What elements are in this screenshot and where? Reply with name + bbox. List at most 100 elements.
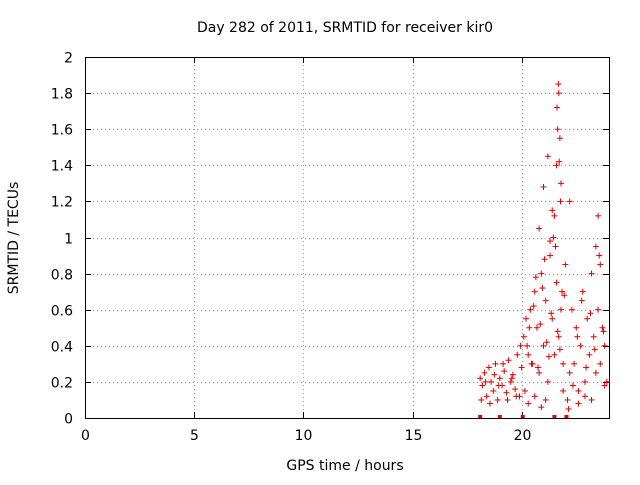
data-point bbox=[597, 261, 604, 268]
data-point bbox=[543, 339, 550, 346]
chart-title: Day 282 of 2011, SRMTID for receiver kir… bbox=[197, 20, 493, 36]
baseline-marker bbox=[520, 415, 525, 418]
x-tick-label: 5 bbox=[190, 428, 199, 444]
data-point bbox=[488, 378, 495, 385]
x-axis-label: GPS time / hours bbox=[286, 458, 403, 474]
data-point bbox=[551, 351, 558, 358]
data-point bbox=[523, 315, 530, 322]
data-point bbox=[595, 212, 602, 219]
data-point bbox=[562, 261, 569, 268]
data-point bbox=[550, 234, 557, 241]
data-point bbox=[556, 135, 563, 142]
data-point bbox=[532, 274, 539, 281]
data-point bbox=[587, 310, 594, 317]
data-point bbox=[557, 306, 564, 313]
data-point bbox=[490, 387, 497, 394]
data-point bbox=[503, 389, 510, 396]
data-point bbox=[575, 387, 582, 394]
data-point bbox=[500, 360, 507, 367]
x-tick-label: 10 bbox=[295, 428, 313, 444]
data-point bbox=[485, 364, 492, 371]
data-point bbox=[578, 297, 585, 304]
data-point bbox=[555, 81, 562, 88]
data-point bbox=[554, 328, 561, 335]
data-point bbox=[509, 371, 516, 378]
data-point bbox=[512, 386, 519, 393]
data-point bbox=[536, 225, 543, 232]
data-point bbox=[544, 378, 551, 385]
data-point bbox=[538, 404, 545, 411]
data-point bbox=[565, 405, 572, 412]
data-point bbox=[557, 198, 564, 205]
y-tick-label: 0.2 bbox=[51, 376, 73, 392]
data-point bbox=[533, 324, 540, 331]
tick-layer: 0 5 10 15 20 0 0.2 0.4 0.6 0.8 1 1.2 1.4 1.6 1.8 2 bbox=[51, 51, 609, 444]
y-axis-label: SRMTID / TECUs bbox=[6, 182, 22, 295]
data-point bbox=[566, 198, 573, 205]
data-point bbox=[477, 375, 484, 382]
data-point bbox=[560, 387, 567, 394]
data-point bbox=[538, 270, 545, 277]
data-point bbox=[496, 375, 503, 382]
data-point bbox=[491, 371, 498, 378]
data-point bbox=[541, 256, 548, 263]
data-point bbox=[501, 368, 508, 375]
data-point bbox=[552, 243, 559, 250]
points-layer bbox=[477, 81, 610, 418]
data-point bbox=[545, 353, 552, 360]
data-point bbox=[601, 382, 608, 389]
grid-layer bbox=[85, 57, 609, 418]
data-point bbox=[600, 328, 607, 335]
y-tick-label: 1.8 bbox=[51, 87, 73, 103]
data-point bbox=[595, 306, 602, 313]
data-point bbox=[551, 212, 558, 219]
data-point bbox=[556, 158, 563, 165]
data-point bbox=[554, 126, 561, 133]
data-point bbox=[596, 252, 603, 259]
data-point bbox=[575, 400, 582, 407]
y-tick-label: 0.6 bbox=[51, 304, 73, 320]
data-point bbox=[581, 378, 588, 385]
data-point bbox=[603, 378, 610, 385]
data-point bbox=[553, 162, 560, 169]
data-point bbox=[526, 324, 533, 331]
data-point bbox=[535, 364, 542, 371]
data-point bbox=[569, 382, 576, 389]
data-point bbox=[599, 324, 606, 331]
data-point bbox=[591, 346, 598, 353]
data-point bbox=[521, 387, 528, 394]
data-point bbox=[525, 351, 532, 358]
data-point bbox=[517, 342, 524, 349]
data-point bbox=[513, 393, 520, 400]
y-tick-label: 1.2 bbox=[51, 195, 73, 211]
data-point bbox=[481, 369, 488, 376]
data-point bbox=[479, 382, 486, 389]
data-point bbox=[566, 369, 573, 376]
data-point bbox=[561, 292, 568, 299]
data-point bbox=[592, 243, 599, 250]
data-point bbox=[559, 288, 566, 295]
data-point bbox=[547, 238, 554, 245]
data-point bbox=[530, 303, 537, 310]
data-point bbox=[540, 342, 547, 349]
data-point bbox=[492, 360, 499, 367]
data-point bbox=[555, 333, 562, 340]
data-point bbox=[564, 396, 571, 403]
y-tick-label: 2 bbox=[64, 51, 73, 67]
baseline-marker bbox=[497, 415, 502, 418]
data-point bbox=[553, 279, 560, 286]
data-point bbox=[556, 346, 563, 353]
data-point bbox=[573, 324, 580, 331]
data-point bbox=[527, 306, 534, 313]
data-point bbox=[568, 306, 575, 313]
y-tick-label: 1.6 bbox=[51, 123, 73, 139]
data-point bbox=[583, 364, 590, 371]
data-point bbox=[494, 396, 501, 403]
data-point bbox=[536, 369, 543, 376]
baseline-marker bbox=[552, 415, 557, 418]
x-tick-label: 20 bbox=[514, 428, 532, 444]
baseline-marker bbox=[478, 415, 483, 418]
data-point bbox=[544, 153, 551, 160]
data-point bbox=[507, 378, 514, 385]
